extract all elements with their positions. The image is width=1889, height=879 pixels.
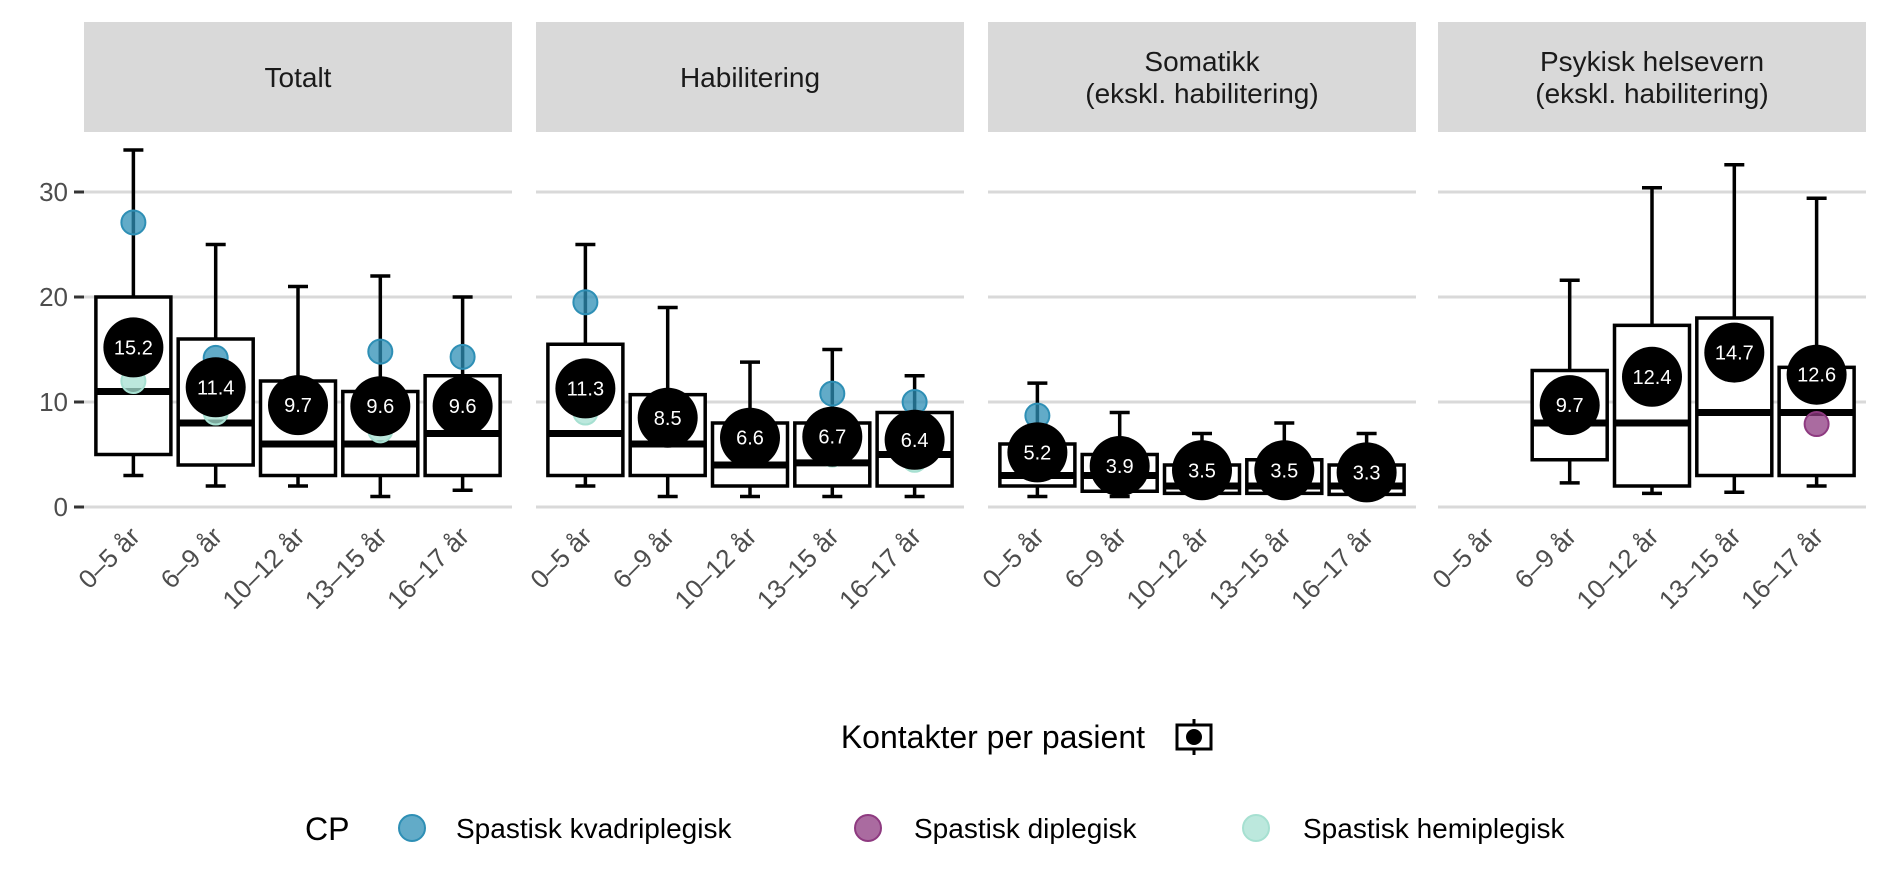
mean-label: 11.4 (197, 377, 234, 399)
x-tick-label: 6–9 år (155, 521, 229, 595)
legend-label: Spastisk diplegisk (914, 813, 1138, 844)
x-tick-label: 16–17 år (833, 521, 927, 615)
mean-marker (1336, 442, 1397, 503)
mean-label: 15.2 (114, 337, 153, 359)
x-tick-label: 10–12 år (668, 521, 762, 615)
mean-marker (1254, 440, 1315, 501)
x-tick-label: 0–5 år (72, 521, 146, 595)
x-tick-label: 10–12 år (216, 521, 310, 615)
facet-panel-2: Somatikk (ekskl. habilitering) 0–5 år 6–9 å… (976, 22, 1416, 615)
x-tick-label: 10–12 år (1570, 521, 1664, 615)
y-tick-label: 0 (54, 492, 68, 522)
x-tick-label: 13–15 år (299, 521, 393, 615)
legend-key-icon (854, 814, 882, 842)
mean-marker (1622, 346, 1682, 407)
mean-label: 3.5 (1270, 460, 1298, 482)
cp-group-point (449, 343, 476, 370)
x-tick-label: 16–17 år (381, 521, 475, 615)
y-tick-label: 20 (39, 282, 68, 312)
box-0 (94, 148, 173, 478)
mean-label: 6.6 (736, 428, 764, 450)
facet-strip (988, 22, 1416, 132)
mean-label: 3.9 (1106, 456, 1134, 478)
x-tick-label: 13–15 år (751, 521, 845, 615)
mean-marker (1704, 322, 1765, 383)
mean-label: 6.7 (818, 427, 846, 449)
mean-marker (350, 376, 411, 437)
mean-label: 14.7 (1715, 343, 1754, 365)
mean-marker (720, 407, 780, 468)
cp-group-point (367, 338, 394, 365)
legend-key-icon (1242, 814, 1270, 842)
mean-marker (1089, 436, 1150, 497)
cp-group-point (819, 380, 846, 407)
x-tick-label: 6–9 år (1059, 521, 1133, 595)
box-2 (1612, 186, 1692, 496)
x-tick-label: 0–5 år (976, 521, 1050, 595)
mean-marker (432, 376, 493, 437)
x-tick-label: 16–17 år (1285, 521, 1379, 615)
x-tick-label: 6–9 år (1509, 521, 1583, 595)
mean-label: 9.7 (284, 395, 312, 417)
facet-title-line: (ekskl. habilitering) (1085, 78, 1318, 109)
mean-label: 3.3 (1353, 462, 1381, 484)
legend-box-title: Kontakter per pasient (841, 719, 1145, 755)
facet-title-line: Somatikk (1144, 46, 1260, 77)
mean-label: 9.6 (366, 396, 394, 418)
mean-marker (268, 375, 328, 436)
mean-marker (884, 409, 945, 470)
mean-marker (185, 357, 246, 418)
x-tick-label: 13–15 år (1653, 521, 1747, 615)
legend-cp-title: CP (305, 811, 349, 847)
facet-title-line: Psykisk helsevern (1540, 46, 1764, 77)
facet-strip (84, 22, 512, 132)
mean-marker (1172, 440, 1232, 501)
mean-marker (1539, 375, 1600, 436)
facet-title: Psykisk helsevern (ekskl. habilitering) (1535, 46, 1768, 109)
facet-strip (536, 22, 964, 132)
cp-group-point (120, 209, 147, 236)
mean-label: 12.4 (1633, 367, 1672, 389)
facet-title: Totalt (265, 62, 332, 93)
facet-title: Habilitering (680, 62, 820, 93)
legend-mean-key-icon (1186, 729, 1202, 745)
mean-marker (1786, 344, 1847, 405)
mean-label: 8.5 (654, 408, 682, 430)
cp-group-point (1803, 411, 1830, 438)
mean-marker (103, 317, 164, 378)
mean-label: 9.6 (449, 396, 477, 418)
mean-label: 12.6 (1797, 365, 1836, 387)
cp-group-point (572, 289, 599, 316)
x-tick-label: 0–5 år (1426, 521, 1500, 595)
mean-label: 6.4 (901, 430, 929, 452)
facet-title-line: Totalt (265, 62, 332, 93)
mean-marker (802, 406, 863, 467)
facet-panel-3: Psykisk helsevern (ekskl. habilitering) 0–… (1426, 22, 1866, 615)
box-4 (1777, 196, 1856, 488)
mean-label: 3.5 (1188, 460, 1216, 482)
y-tick-label: 30 (39, 177, 68, 207)
facet-title-line: (ekskl. habilitering) (1535, 78, 1768, 109)
x-tick-label: 6–9 år (607, 521, 681, 595)
facet-title: Somatikk (ekskl. habilitering) (1085, 46, 1318, 109)
x-tick-label: 0–5 år (524, 521, 598, 595)
facet-strip (1438, 22, 1866, 132)
mean-marker (637, 387, 698, 448)
facet-title-line: Habilitering (680, 62, 820, 93)
mean-label: 5.2 (1023, 442, 1051, 464)
x-tick-label: 10–12 år (1120, 521, 1214, 615)
x-tick-label: 16–17 år (1735, 521, 1829, 615)
legend-label: Spastisk hemiplegisk (1303, 813, 1565, 844)
legend-label: Spastisk kvadriplegisk (456, 813, 732, 844)
mean-label: 11.3 (567, 378, 604, 400)
legend-key-icon (398, 814, 426, 842)
y-tick-label: 10 (39, 387, 68, 417)
mean-label: 9.7 (1556, 395, 1584, 417)
x-tick-label: 13–15 år (1203, 521, 1297, 615)
mean-marker (555, 358, 616, 419)
mean-marker (1007, 422, 1068, 483)
